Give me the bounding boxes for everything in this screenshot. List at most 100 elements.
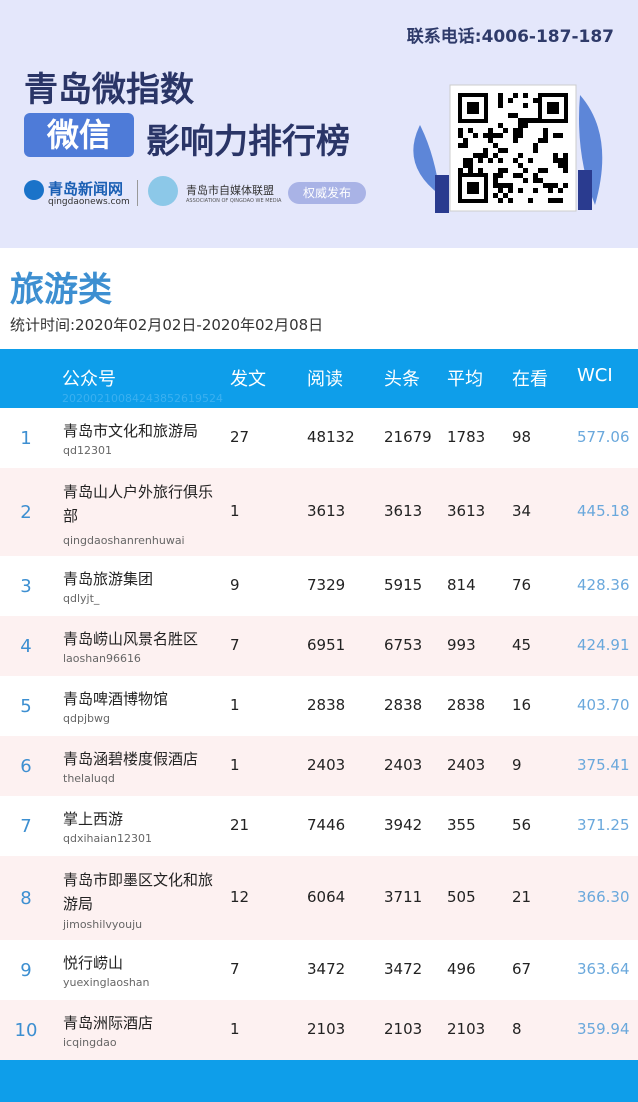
qr-cell [488,158,493,163]
logo-icon [24,180,44,200]
qr-cell [458,168,463,173]
divider [137,180,138,206]
qr-cell [563,168,568,173]
qr-cell [518,163,523,168]
qr-cell [513,138,518,143]
account-id: qd12301 [63,444,112,457]
cell-value: 814 [447,576,476,594]
qr-cell [523,178,528,183]
qr-cell [533,148,538,153]
qr-cell [468,168,473,173]
logo1: 青岛新闻网 [48,180,124,198]
figure [435,175,449,213]
leaf [579,95,603,205]
contact: 联系电话:4006-187-187 [406,27,614,47]
qr-cell [548,188,553,193]
account-name: 青岛市即墨区文化和旅游局 [63,871,214,913]
qr-cell [473,153,478,158]
rank: 9 [20,960,32,981]
cell-value: 1783 [447,428,486,446]
wci: 424.91 [577,636,630,654]
cell-value: 12 [230,888,250,906]
qr-cell [563,183,568,188]
qr-cell [463,163,468,168]
cell-value: 21 [512,888,532,906]
qr-cell [528,198,533,203]
cell-value: 2838 [307,696,346,714]
qr-cell [498,183,503,188]
cell-value: 2103 [384,1020,423,1038]
logo2-icon [148,176,178,206]
rank: 1 [20,428,32,449]
qr-cell [513,158,518,163]
qr-cell [518,123,523,128]
qr-cell [558,198,563,203]
cell-value: 2403 [307,756,346,774]
qr-cell [463,158,468,163]
wci: 366.30 [577,888,630,906]
qr-cell [473,133,478,138]
qr-cell [463,143,468,148]
qr-cell [508,198,513,203]
qr-cell [503,168,508,173]
qr-cell [543,133,548,138]
cell-value: 21679 [384,428,432,446]
qr-cell [548,183,553,188]
rank: 4 [20,636,32,657]
qr-cell [467,102,479,114]
rank: 7 [20,816,32,837]
qr-cell [503,128,508,133]
account-id: laoshan96616 [63,652,141,665]
qr-cell [518,133,523,138]
qr-cell [513,93,518,98]
qr-cell [493,193,498,198]
qr-cell [498,158,503,163]
column-header: 在看 [512,369,548,390]
qr-cell [478,158,483,163]
cell-value: 48132 [307,428,355,446]
qr-cell [553,158,558,163]
qr-cell [558,188,563,193]
qr-cell [533,98,538,103]
banner: 联系电话:4006-187-187 青岛微指数 微信 影响力排行榜 青岛新闻网 … [0,0,638,248]
qr-cell [548,198,553,203]
badge: 微信 [24,113,134,157]
watermark: 20200210084243852619524 [62,392,223,405]
qr-cell [503,183,508,188]
qr-cell [518,153,523,158]
table-row: 8 青岛市即墨区文化和旅游局 jimoshilvyouju 12 6064 3711 505… [0,856,638,940]
qr-cell [498,103,503,108]
qr-cell [523,123,528,128]
qr-cell [483,133,488,138]
cell-value: 7329 [307,576,346,594]
account-name: 青岛涵碧楼度假酒店 [63,750,199,768]
cell-value: 3613 [447,502,486,520]
qr-cell [498,148,503,153]
cell-value: 6951 [307,636,346,654]
qr-cell [547,102,559,114]
qr-cell [558,158,563,163]
cell-value: 9 [512,756,522,774]
logo1-url: qingdaonews.com [48,197,130,207]
qr-cell [493,183,498,188]
qr-cell [458,133,463,138]
wci: 577.06 [577,428,630,446]
qr-cell [478,168,483,173]
qr-cell [498,198,503,203]
qr-cell [498,123,503,128]
table-row: 9 悦行崂山 yuexinglaoshan 7 3472 3472 496 67 363.64 [0,940,638,1000]
qr-cell [533,178,538,183]
account-name: 悦行崂山 [63,954,124,972]
qr-cell [467,182,479,194]
column-header: 发文 [230,369,266,390]
qr-cell [508,188,513,193]
qr-cell [518,128,523,133]
qr-cell [523,103,528,108]
qr-cell [493,178,498,183]
qr-cell [498,168,503,173]
cell-value: 2403 [384,756,423,774]
qr-cell [563,163,568,168]
account-id: jimoshilvyouju [63,918,143,931]
qr-cell [523,118,528,123]
qr-cell [503,148,508,153]
